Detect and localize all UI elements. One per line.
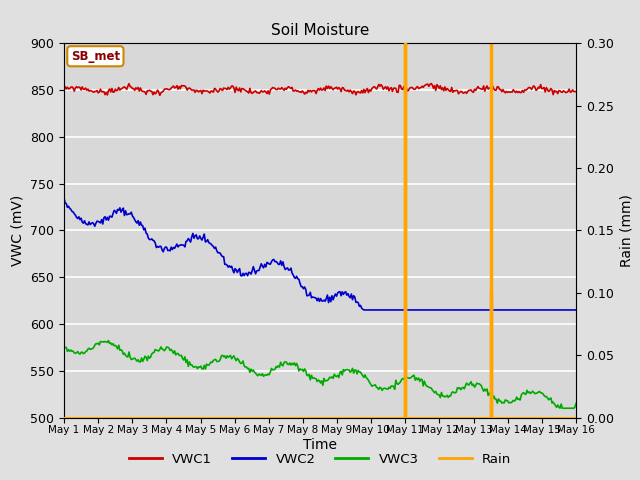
Text: SB_met: SB_met: [71, 50, 120, 63]
Y-axis label: VWC (mV): VWC (mV): [11, 195, 25, 266]
Y-axis label: Rain (mm): Rain (mm): [620, 194, 633, 267]
X-axis label: Time: Time: [303, 438, 337, 452]
Legend: VWC1, VWC2, VWC3, Rain: VWC1, VWC2, VWC3, Rain: [124, 447, 516, 471]
Title: Soil Moisture: Soil Moisture: [271, 23, 369, 38]
